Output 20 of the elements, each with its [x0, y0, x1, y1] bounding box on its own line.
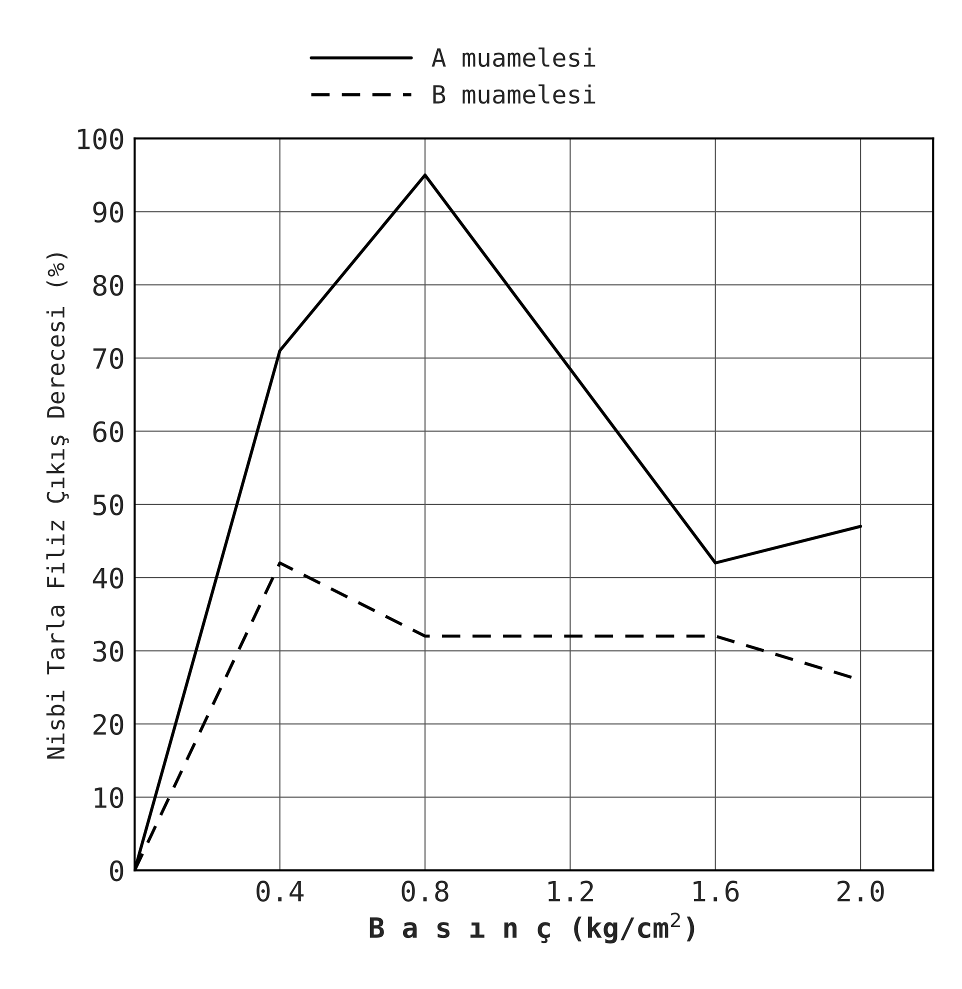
x-axis-title: B a s ı n ç (kg/cm$^{2}$) [370, 912, 694, 944]
y-tick-label: 40 [92, 568, 124, 589]
y-tick-label: 90 [93, 202, 124, 223]
y-tick-label: 60 [93, 421, 124, 442]
y-tick-label: 20 [94, 714, 124, 735]
y-axis-title: Nisbi Tarla Filiz Çıkış Derecesi (%) [46, 253, 69, 759]
x-tick-label: 0.8 [402, 880, 448, 902]
y-tick-label: 0 [110, 860, 124, 882]
y-tick-label: 10 [94, 787, 124, 808]
x-tick-label: 1.6 [694, 880, 739, 902]
y-tick-label: 50 [93, 494, 124, 516]
y-tick-label: 30 [93, 640, 124, 662]
legend-label: A muamelesi [432, 47, 596, 67]
y-tick-label: 80 [93, 274, 124, 296]
x-tick-label: 0.4 [256, 880, 304, 902]
x-tick-label: 1.2 [548, 880, 593, 902]
x-tick-label: 2.0 [838, 880, 884, 902]
y-tick-label: 70 [93, 348, 124, 370]
y-tick-label: 100 [78, 128, 124, 150]
legend-label: B muamelesi [433, 84, 596, 104]
